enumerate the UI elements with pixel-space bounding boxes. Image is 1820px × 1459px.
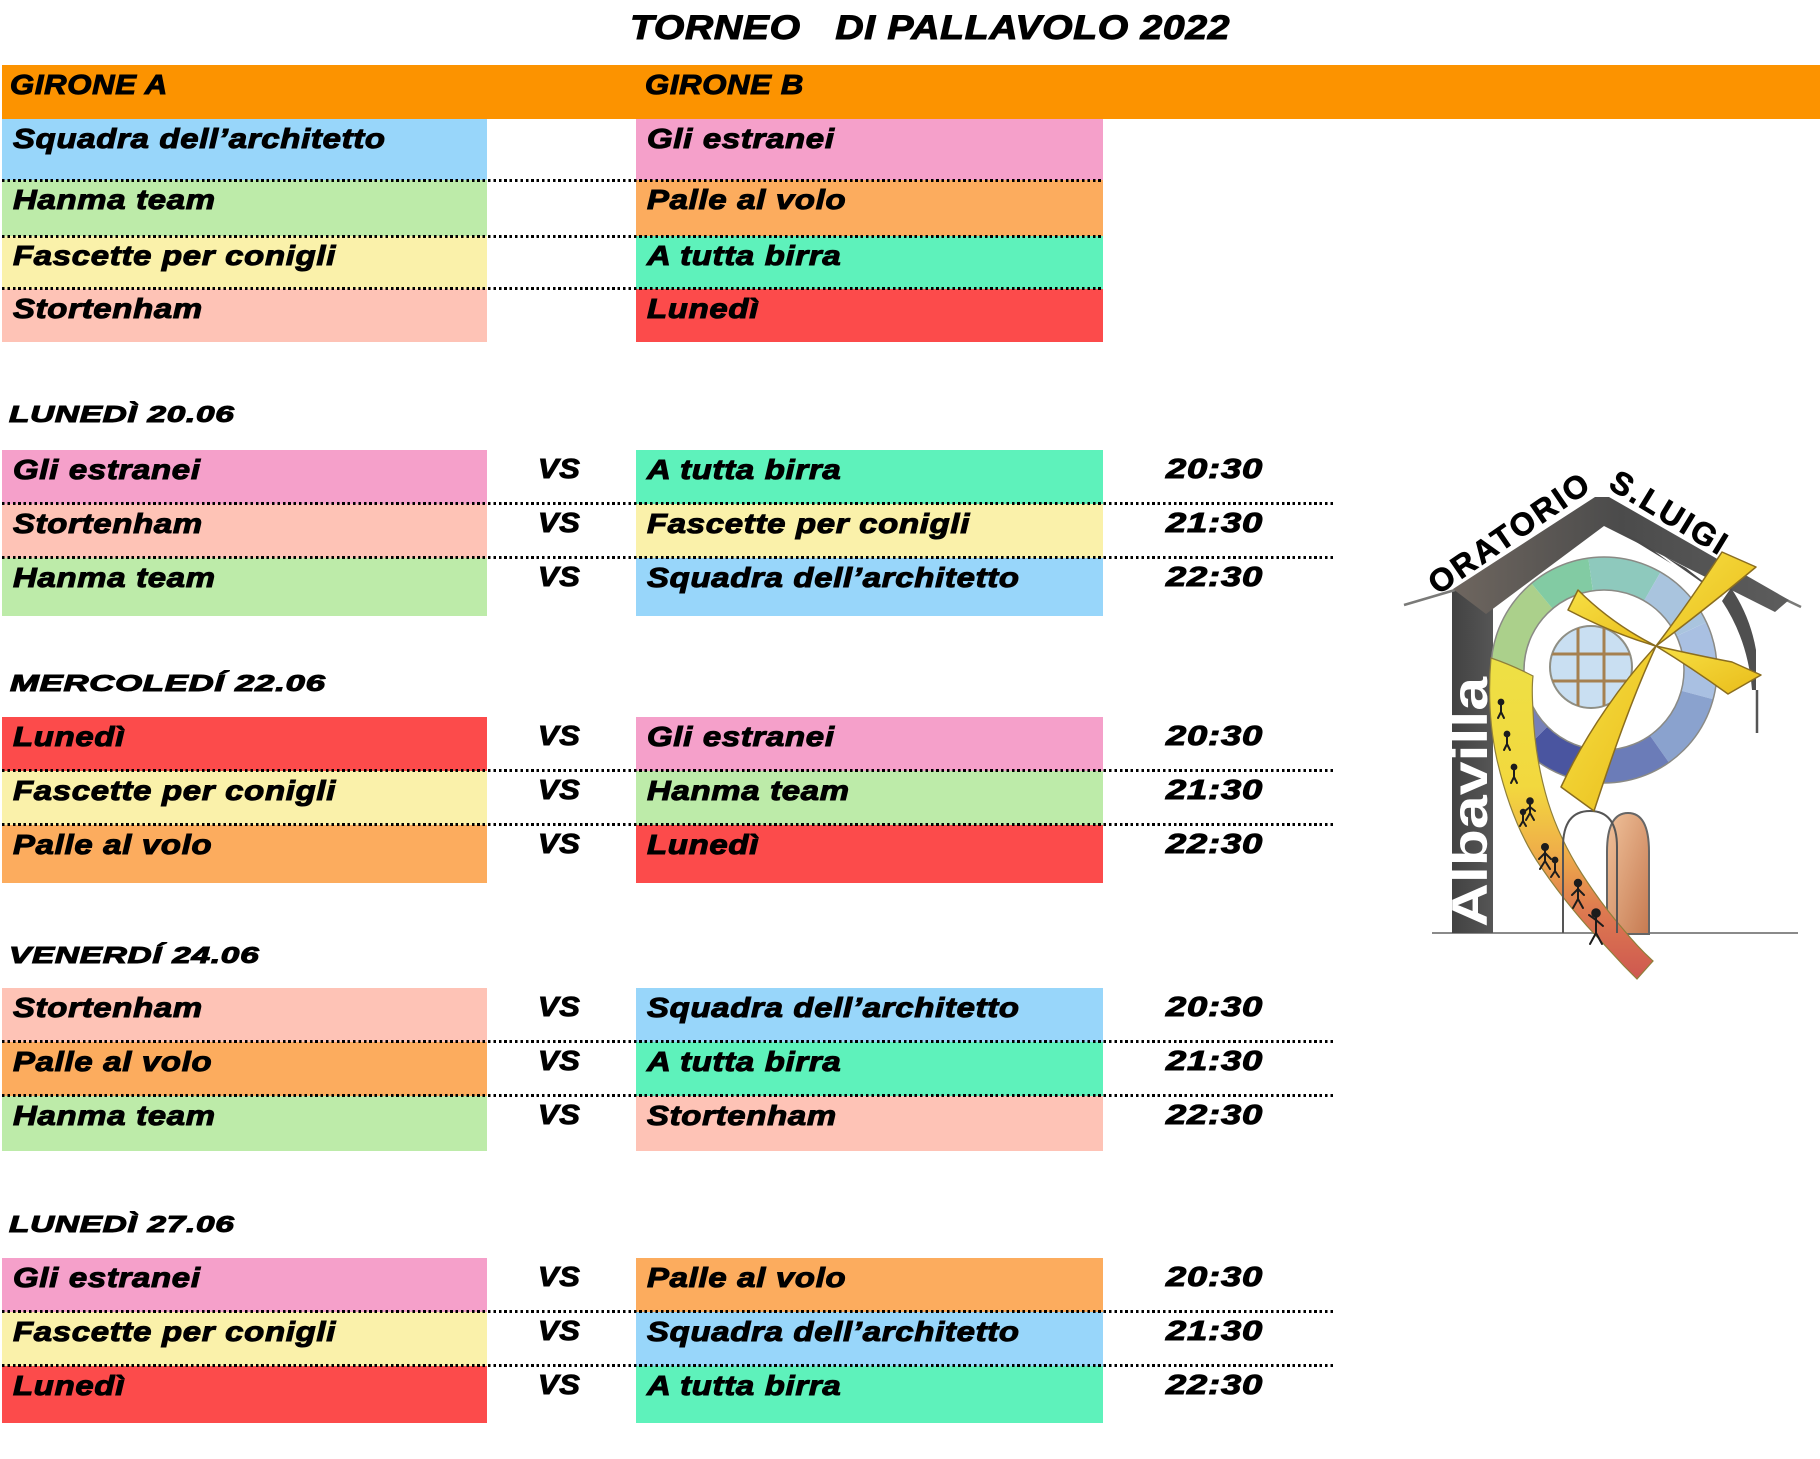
svg-text:Albavilla: Albavilla <box>1442 676 1498 927</box>
